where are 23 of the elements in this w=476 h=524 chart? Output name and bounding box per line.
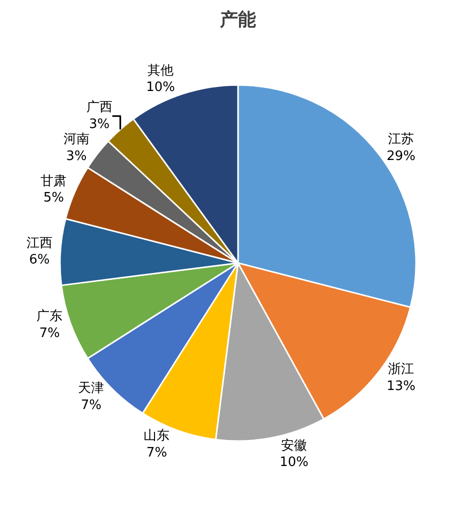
- data-label: 29%: [386, 148, 416, 164]
- data-label: 7%: [146, 446, 168, 461]
- data-label: 7%: [39, 326, 60, 342]
- data-label: 3%: [89, 116, 110, 132]
- slice-label: 安徽: [281, 437, 308, 454]
- slice-label: 天津: [78, 380, 104, 396]
- slice-label: 其他: [148, 63, 174, 78]
- slice-label: 广西: [86, 100, 112, 116]
- data-label: 5%: [43, 190, 64, 206]
- data-label: 6%: [29, 252, 50, 268]
- data-label: 10%: [146, 80, 176, 96]
- slice-label: 浙江: [388, 362, 414, 378]
- slice-label: 江苏: [388, 132, 414, 147]
- slice-label: 江西: [26, 236, 52, 251]
- data-label: 3%: [66, 148, 87, 164]
- data-label: 10%: [280, 455, 308, 470]
- slice-label: 广东: [36, 309, 63, 324]
- slice-label: 河南: [63, 132, 90, 147]
- data-label: 7%: [80, 398, 102, 413]
- data-label: 13%: [386, 379, 416, 394]
- chart-title: 产能: [219, 10, 256, 31]
- slice-label: 山东: [144, 428, 170, 444]
- slice-label: 甘肃: [40, 174, 67, 189]
